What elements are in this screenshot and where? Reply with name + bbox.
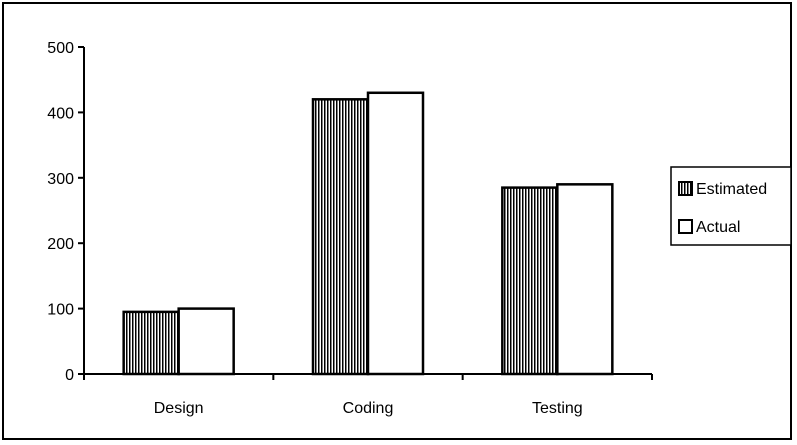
bar-actual-design (177, 307, 235, 376)
y-tick-label: 0 (65, 367, 74, 384)
legend-label-actual: Actual (696, 219, 740, 236)
legend-swatch-estimated (678, 181, 693, 196)
y-tick-label: 400 (47, 105, 74, 122)
bar-actual-testing (556, 183, 614, 376)
x-tick-label: Testing (532, 400, 583, 417)
x-tick-label: Coding (343, 400, 394, 417)
bars-group (122, 91, 614, 376)
x-tick-labels: Design Coding Testing (154, 400, 583, 417)
legend: Estimated Actual (670, 166, 792, 246)
x-tick-label: Design (154, 400, 204, 417)
y-tick-label: 500 (47, 40, 74, 57)
y-tick-labels: 0 100 200 300 400 500 (47, 40, 74, 384)
bar-estimated-coding (311, 98, 370, 376)
bar-estimated-testing (501, 186, 559, 376)
y-tick-label: 100 (47, 302, 74, 319)
bar-actual-coding (366, 91, 425, 376)
legend-swatch-actual (678, 219, 693, 234)
legend-box (670, 166, 792, 246)
bar-estimated-design (122, 310, 180, 376)
legend-label-estimated: Estimated (696, 181, 767, 198)
y-tick-label: 200 (47, 236, 74, 253)
y-tick-label: 300 (47, 171, 74, 188)
